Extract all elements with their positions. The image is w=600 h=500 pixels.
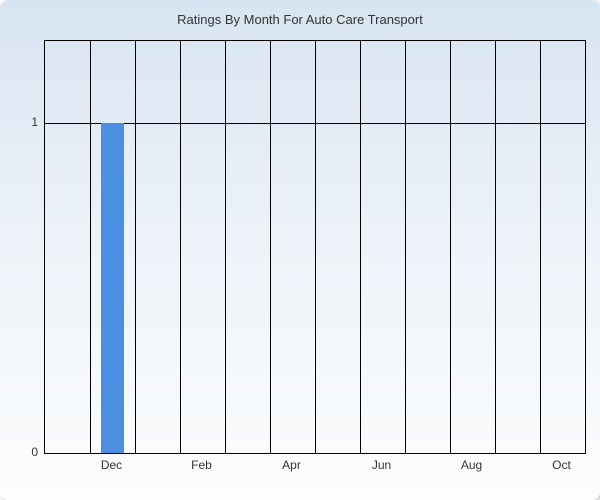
x-axis-label: Dec — [101, 458, 122, 472]
bar — [101, 123, 124, 453]
grid-vertical — [315, 41, 316, 453]
grid-vertical — [180, 41, 181, 453]
grid-vertical — [450, 41, 451, 453]
y-axis-label: 0 — [20, 445, 38, 459]
grid-vertical — [540, 41, 541, 453]
grid-vertical — [495, 41, 496, 453]
grid-vertical — [360, 41, 361, 453]
grid-vertical — [135, 41, 136, 453]
chart-container: Ratings By Month For Auto Care Transport… — [0, 0, 600, 500]
x-axis-label: Apr — [282, 458, 301, 472]
grid-vertical — [405, 41, 406, 453]
grid-vertical — [225, 41, 226, 453]
grid-vertical — [270, 41, 271, 453]
grid-horizontal — [45, 123, 585, 124]
grid-vertical — [90, 41, 91, 453]
x-axis-label: Feb — [191, 458, 212, 472]
plot-area — [44, 40, 586, 454]
x-axis-label: Jun — [372, 458, 391, 472]
y-axis-label: 1 — [20, 115, 38, 129]
x-axis-label: Oct — [552, 458, 571, 472]
chart-title: Ratings By Month For Auto Care Transport — [0, 12, 600, 27]
x-axis-label: Aug — [461, 458, 482, 472]
